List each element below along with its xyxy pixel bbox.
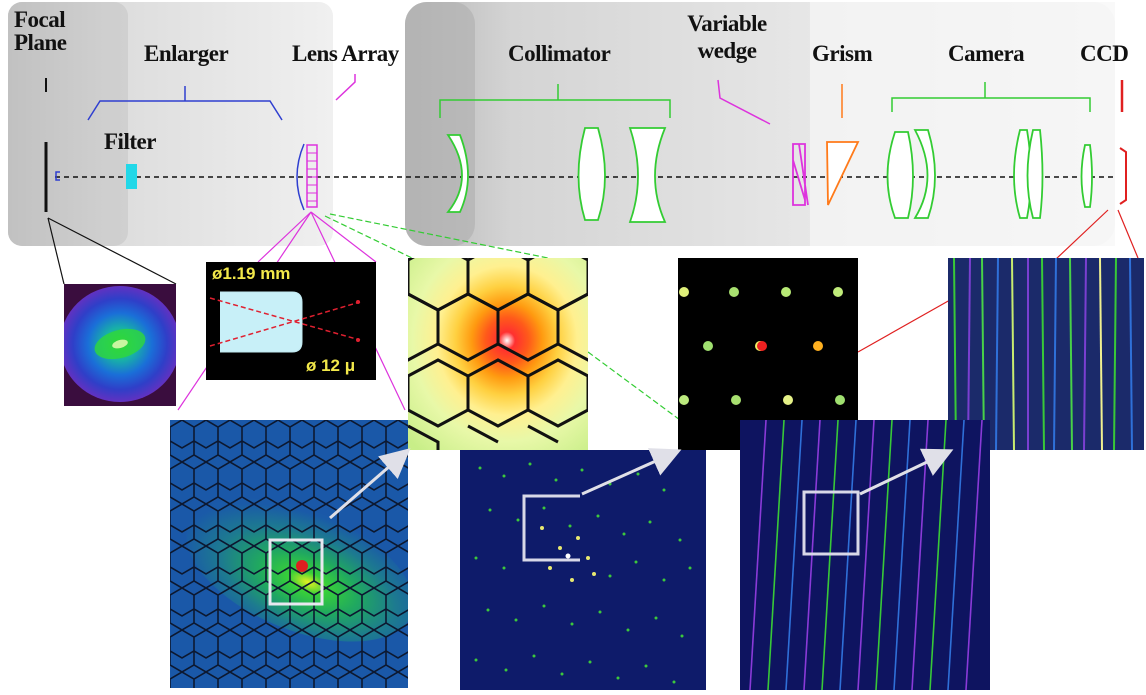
camera-lens-1 [886,131,914,219]
ccd-label: CCD [1080,41,1129,66]
lens-array-zoom-image [408,258,588,450]
lens-array-element [306,144,318,208]
variable-wedge-element [792,143,809,206]
diameter-label: ø1.19 mm [212,264,291,283]
spot-size-label: ø 12 μ [306,356,356,375]
focal-plane-psf-image [64,284,176,406]
enlarger-bracket [87,86,283,121]
collimator-lens-3 [628,127,667,223]
collimator-bracket [439,84,671,118]
collimator-lens-2 [577,127,606,221]
camera-lens-4 [1026,129,1044,219]
filter-element [126,164,137,189]
collimator-label: Collimator [508,41,611,66]
lens-array-label: Lens Array [292,41,399,66]
lens-array-image [170,420,408,688]
camera-lens-5 [1080,144,1093,208]
ccd-zoom-image [948,258,1144,450]
spot-field-image [460,450,706,690]
collimator-lens-1 [446,134,469,213]
camera-bracket [891,82,1091,112]
ccd-element [1119,147,1127,205]
grism-element [826,141,860,206]
grism-label: Grism [812,41,873,66]
focal-plane-label: Focal Plane [14,7,67,55]
variable-wedge-label: Variable wedge [687,11,767,63]
microlens-diagram: ø1.19 mm ø 12 μ [206,262,376,380]
enlarger-label: Enlarger [144,41,229,66]
spot-array-zoom-image [678,258,858,450]
spectra-field-image [740,420,990,690]
camera-label: Camera [948,41,1025,66]
filter-label: Filter [104,129,156,154]
camera-lens-2 [913,129,936,219]
